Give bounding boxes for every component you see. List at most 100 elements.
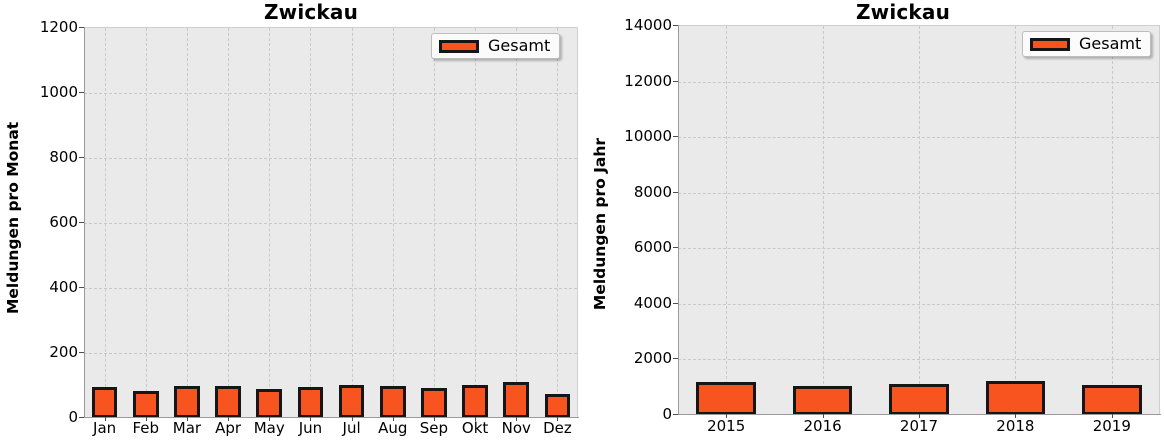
grid-line-horizontal bbox=[678, 359, 1159, 361]
y-axis-spine bbox=[84, 27, 85, 418]
x-tick-mark bbox=[104, 417, 106, 421]
y-axis-spine bbox=[678, 25, 679, 415]
grid-line-vertical bbox=[392, 28, 394, 417]
x-tick-label: Feb bbox=[132, 419, 160, 437]
x-tick-mark bbox=[475, 417, 477, 421]
y-tick-mark bbox=[673, 191, 678, 193]
x-tick-mark bbox=[1111, 414, 1113, 418]
legend-label: Gesamt bbox=[1079, 34, 1142, 53]
x-tick-label: Jan bbox=[93, 419, 117, 437]
x-tick-label: 2018 bbox=[996, 417, 1035, 435]
x-tick-mark bbox=[516, 417, 518, 421]
x-tick-mark bbox=[392, 417, 394, 421]
y-axis-label: Meldungen pro Jahr bbox=[591, 137, 609, 311]
y-tick-mark bbox=[79, 352, 84, 353]
x-tick-label: Jun bbox=[298, 419, 323, 437]
x-tick-mark bbox=[228, 417, 230, 421]
grid-line-horizontal bbox=[678, 248, 1159, 250]
grid-line-horizontal bbox=[84, 353, 577, 354]
bar bbox=[379, 385, 406, 418]
chart-panel-monthly: Zwickau Meldungen pro Monat 0 200 400 600 80… bbox=[4, 0, 579, 437]
grid-line-vertical bbox=[516, 28, 518, 417]
y-tick-mark bbox=[79, 287, 84, 288]
grid-line-vertical bbox=[228, 28, 230, 417]
x-tick-label: 2017 bbox=[899, 417, 939, 435]
bar bbox=[215, 385, 241, 418]
x-tick-mark bbox=[269, 417, 271, 421]
y-tick-label: 800 bbox=[49, 148, 78, 166]
grid-line-vertical bbox=[475, 28, 477, 417]
grid-line-horizontal bbox=[678, 81, 1159, 83]
legend-yearly: Gesamt bbox=[1022, 31, 1152, 57]
x-tick-label: Dez bbox=[543, 419, 572, 437]
bar bbox=[297, 386, 324, 418]
page-title: Zwickau bbox=[855, 0, 951, 24]
bar bbox=[174, 385, 200, 418]
legend-label: Gesamt bbox=[488, 36, 551, 55]
x-tick-mark bbox=[186, 417, 188, 421]
y-tick-mark bbox=[79, 417, 84, 418]
y-tick-label: 0 bbox=[662, 405, 672, 423]
x-tick-label: Jul bbox=[342, 419, 361, 437]
y-tick-label: 12000 bbox=[624, 71, 672, 90]
x-tick-label: May bbox=[253, 419, 285, 437]
bar bbox=[792, 385, 853, 415]
grid-line-vertical bbox=[186, 28, 188, 417]
bar bbox=[503, 381, 529, 418]
y-tick-label: 0 bbox=[68, 408, 78, 426]
y-tick-mark bbox=[673, 358, 678, 360]
x-tick-label: Mar bbox=[172, 419, 202, 437]
grid-line-vertical bbox=[269, 28, 271, 417]
y-tick-label: 8000 bbox=[633, 182, 672, 201]
bar bbox=[985, 380, 1046, 415]
grid-line-vertical bbox=[104, 28, 106, 417]
y-tick-mark bbox=[673, 414, 678, 415]
grid-line-vertical bbox=[145, 28, 147, 417]
legend-swatch-icon bbox=[439, 39, 479, 53]
y-tick-label: 200 bbox=[49, 343, 78, 361]
grid-line-horizontal bbox=[84, 223, 577, 224]
chart-panel-yearly: Zwickau Meldungen pro Jahr 0 2000 4000 6000… bbox=[582, 0, 1164, 442]
grid-line-vertical bbox=[310, 28, 312, 417]
bar bbox=[462, 385, 488, 418]
grid-line-vertical bbox=[822, 26, 824, 414]
x-tick-mark bbox=[433, 417, 435, 421]
y-tick-label: 10000 bbox=[624, 127, 672, 146]
y-tick-label: 2000 bbox=[633, 349, 672, 368]
plot-area-yearly bbox=[678, 25, 1160, 415]
bar bbox=[421, 387, 447, 418]
grid-line-vertical bbox=[726, 26, 728, 414]
grid-line-horizontal bbox=[84, 93, 577, 94]
bar bbox=[544, 393, 571, 418]
grid-line-horizontal bbox=[678, 303, 1159, 305]
grid-line-horizontal bbox=[84, 288, 577, 289]
y-tick-mark bbox=[79, 92, 84, 93]
bar bbox=[889, 384, 949, 415]
y-tick-label: 14000 bbox=[624, 16, 672, 34]
y-tick-label: 400 bbox=[49, 278, 78, 296]
bar bbox=[338, 384, 365, 418]
x-tick-label: Nov bbox=[501, 419, 531, 437]
y-tick-mark bbox=[79, 222, 84, 223]
plot-area-monthly bbox=[84, 27, 578, 418]
x-tick-label: Sep bbox=[419, 419, 449, 437]
grid-line-vertical bbox=[919, 26, 920, 414]
y-tick-mark bbox=[673, 25, 678, 26]
x-tick-mark bbox=[557, 417, 559, 421]
grid-line-vertical bbox=[1111, 26, 1113, 414]
x-tick-label: Okt bbox=[461, 419, 489, 437]
bar bbox=[132, 390, 159, 418]
y-tick-label: 1000 bbox=[39, 83, 78, 101]
page-title: Zwickau bbox=[263, 0, 359, 24]
y-tick-mark bbox=[79, 27, 84, 28]
x-tick-label: 2019 bbox=[1092, 417, 1131, 435]
x-tick-mark bbox=[919, 414, 920, 418]
bar bbox=[1081, 385, 1142, 415]
y-tick-mark bbox=[673, 136, 678, 138]
y-tick-mark bbox=[673, 80, 678, 82]
x-tick-mark bbox=[726, 414, 728, 418]
x-tick-mark bbox=[351, 417, 353, 421]
grid-line-vertical bbox=[351, 28, 353, 417]
legend-swatch-icon bbox=[1030, 37, 1070, 51]
y-tick-label: 4000 bbox=[633, 293, 672, 312]
